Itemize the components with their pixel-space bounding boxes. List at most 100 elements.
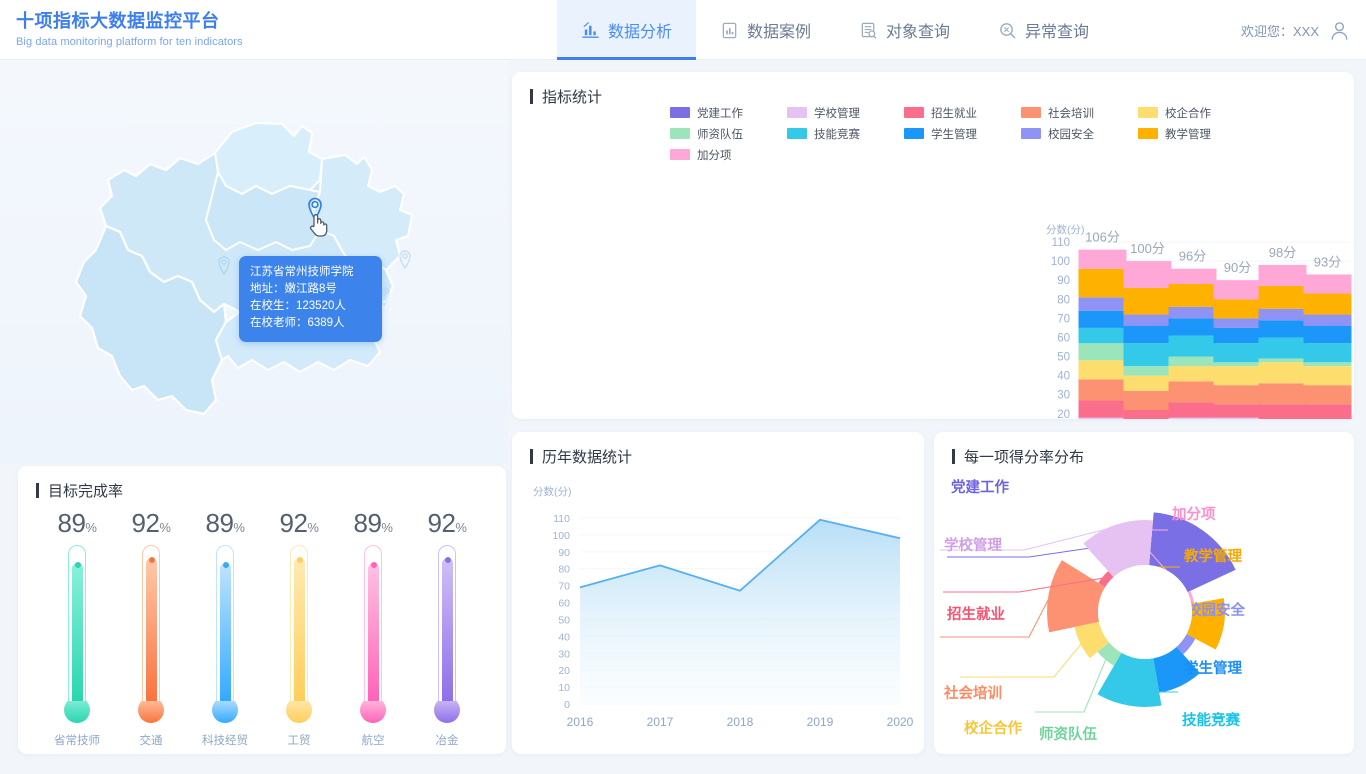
bar-segment[interactable] bbox=[1168, 284, 1217, 307]
bar-segment[interactable] bbox=[1258, 320, 1307, 338]
legend-item[interactable]: 学校管理 bbox=[787, 102, 904, 123]
rose-sector[interactable] bbox=[1047, 560, 1106, 633]
legend-item[interactable]: 师资队伍 bbox=[670, 123, 787, 144]
location-pin-icon[interactable] bbox=[399, 250, 411, 270]
rose-sector[interactable] bbox=[1097, 642, 1122, 666]
bar-segment[interactable] bbox=[1303, 362, 1352, 367]
bar-segment[interactable] bbox=[1213, 366, 1262, 386]
legend-item[interactable]: 校企合作 bbox=[1138, 102, 1255, 123]
legend-item[interactable]: 党建工作 bbox=[670, 102, 787, 123]
location-pin-icon[interactable] bbox=[308, 197, 322, 221]
area-line-chart[interactable]: 0 10 20 30 40 50 60 70 80 90 100 110 2016 2017 2018 201… bbox=[512, 432, 924, 754]
bar-segment[interactable] bbox=[1258, 383, 1307, 405]
bar-segment[interactable] bbox=[1258, 264, 1307, 286]
gauge-thermometer[interactable]: 89% 科技经贸 bbox=[190, 508, 260, 748]
tab-data-analysis[interactable]: 数据分析 bbox=[557, 0, 697, 60]
bar-segment[interactable] bbox=[1123, 366, 1172, 376]
bar-segment[interactable] bbox=[1123, 314, 1172, 326]
bar-segment[interactable] bbox=[1303, 366, 1352, 386]
bar-segment[interactable] bbox=[1168, 356, 1217, 367]
gauge-thermometer[interactable]: 89% 航空 bbox=[338, 508, 408, 748]
bar-segment[interactable] bbox=[1168, 402, 1217, 418]
bar-segment[interactable] bbox=[1258, 337, 1307, 359]
rose-sector[interactable] bbox=[1149, 512, 1236, 593]
bar-segment[interactable] bbox=[1258, 358, 1307, 363]
gauge-tube[interactable] bbox=[438, 545, 456, 701]
bar-column[interactable] bbox=[1303, 274, 1352, 419]
bar-segment[interactable] bbox=[1123, 287, 1172, 315]
bar-segment[interactable] bbox=[1213, 362, 1262, 367]
bar-segment[interactable] bbox=[1213, 327, 1262, 344]
rose-sector[interactable] bbox=[1074, 621, 1109, 659]
gauge-tube[interactable] bbox=[142, 545, 160, 701]
bar-segment[interactable] bbox=[1258, 404, 1307, 419]
gauge-tube[interactable] bbox=[68, 545, 86, 701]
bar-segment[interactable] bbox=[1123, 261, 1172, 288]
bar-segment[interactable] bbox=[1123, 390, 1172, 410]
legend-item[interactable]: 技能竞赛 bbox=[787, 123, 904, 144]
bar-column[interactable] bbox=[1078, 249, 1127, 419]
bar-segment[interactable] bbox=[1123, 410, 1172, 419]
location-pin-icon[interactable] bbox=[218, 256, 230, 276]
bar-segment[interactable] bbox=[1303, 274, 1352, 294]
bar-segment[interactable] bbox=[1303, 293, 1352, 315]
bar-segment[interactable] bbox=[1168, 268, 1217, 284]
gauge-tube[interactable] bbox=[216, 545, 234, 701]
bar-segment[interactable] bbox=[1213, 404, 1262, 418]
bar-segment[interactable] bbox=[1168, 381, 1217, 403]
bar-segment[interactable] bbox=[1078, 379, 1127, 401]
gauge-thermometer[interactable]: 92% 冶金 bbox=[412, 508, 482, 748]
legend-item[interactable]: 校园安全 bbox=[1021, 123, 1138, 144]
rose-sector[interactable] bbox=[1186, 598, 1225, 650]
bar-column[interactable] bbox=[1168, 268, 1217, 419]
rose-sector[interactable] bbox=[1153, 646, 1200, 693]
bar-segment[interactable] bbox=[1303, 326, 1352, 344]
bar-segment[interactable] bbox=[1123, 343, 1172, 367]
bar-segment[interactable] bbox=[1078, 310, 1127, 328]
rose-sector[interactable] bbox=[1097, 652, 1162, 707]
bar-segment[interactable] bbox=[1258, 285, 1307, 309]
bar-segment[interactable] bbox=[1168, 335, 1217, 357]
bar-segment[interactable] bbox=[1303, 343, 1352, 363]
line-series[interactable] bbox=[579, 518, 901, 592]
bar-segment[interactable] bbox=[1303, 404, 1352, 419]
bar-segment[interactable] bbox=[1168, 318, 1217, 336]
legend-item[interactable]: 加分项 bbox=[670, 144, 787, 165]
bar-segment[interactable] bbox=[1303, 385, 1352, 405]
bar-segment[interactable] bbox=[1213, 299, 1262, 319]
legend-item[interactable]: 教学管理 bbox=[1138, 123, 1255, 144]
user-avatar-icon[interactable] bbox=[1329, 20, 1350, 41]
bar-segment[interactable] bbox=[1123, 375, 1172, 391]
bar-segment[interactable] bbox=[1213, 385, 1262, 405]
user-area[interactable]: 欢迎您：XXX bbox=[1241, 0, 1350, 60]
bar-segment[interactable] bbox=[1078, 249, 1127, 269]
rose-sector[interactable] bbox=[1098, 571, 1114, 588]
bar-segment[interactable] bbox=[1123, 326, 1172, 344]
bar-segment[interactable] bbox=[1213, 343, 1262, 363]
bar-segment[interactable] bbox=[1258, 308, 1307, 321]
stacked-bar-chart[interactable]: 0102030405060708090100110106分江苏省常州技师学院10… bbox=[512, 72, 1354, 419]
bar-column[interactable] bbox=[1123, 261, 1172, 419]
bar-segment[interactable] bbox=[1168, 417, 1217, 419]
tab-object-query[interactable]: 对象查询 bbox=[835, 0, 974, 60]
tab-abnormal-query[interactable]: 异常查询 bbox=[974, 0, 1113, 60]
bar-segment[interactable] bbox=[1078, 297, 1127, 311]
bar-segment[interactable] bbox=[1078, 360, 1127, 380]
bar-segment[interactable] bbox=[1078, 400, 1127, 418]
bar-segment[interactable] bbox=[1078, 268, 1127, 298]
bar-segment[interactable] bbox=[1078, 417, 1127, 419]
bar-segment[interactable] bbox=[1258, 362, 1307, 384]
bar-segment[interactable] bbox=[1213, 318, 1262, 328]
bar-segment[interactable] bbox=[1213, 417, 1262, 419]
bar-segment[interactable] bbox=[1168, 306, 1217, 319]
gauge-thermometer[interactable]: 92% 交通 bbox=[116, 508, 186, 748]
rose-sector[interactable] bbox=[1083, 520, 1154, 578]
bar-segment[interactable] bbox=[1078, 327, 1127, 344]
bar-segment[interactable] bbox=[1168, 366, 1217, 382]
gauge-tube[interactable] bbox=[364, 545, 382, 701]
gauge-thermometer[interactable]: 92% 工贸 bbox=[264, 508, 334, 748]
bar-segment[interactable] bbox=[1213, 280, 1262, 300]
tab-data-cases[interactable]: 数据案例 bbox=[696, 0, 835, 60]
bar-segment[interactable] bbox=[1303, 314, 1352, 326]
